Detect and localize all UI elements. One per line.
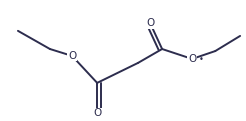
Text: O: O xyxy=(146,18,154,28)
Text: O: O xyxy=(68,51,76,61)
Text: O: O xyxy=(93,108,101,118)
Text: •: • xyxy=(199,55,204,64)
Text: O: O xyxy=(188,54,196,64)
